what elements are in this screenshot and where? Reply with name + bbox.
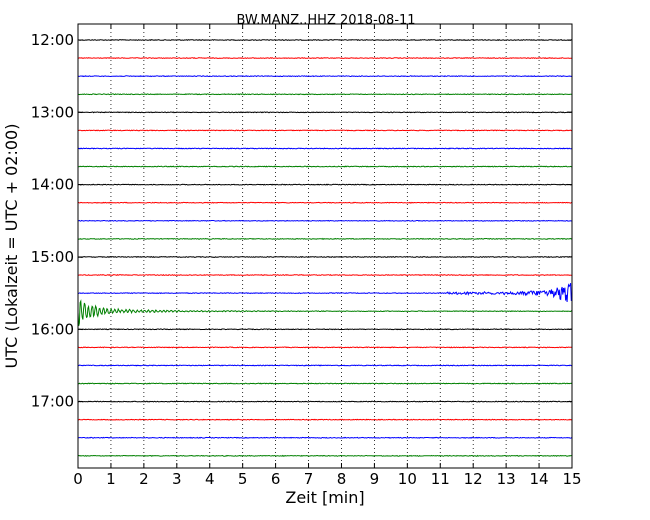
trace-line [77, 39, 572, 41]
y-tick-label: 16:00 [31, 320, 74, 338]
x-tick-label: 10 [398, 470, 417, 488]
trace-line [78, 400, 573, 403]
trace-line [77, 165, 572, 168]
y-tick-label: 13:00 [31, 103, 74, 121]
x-tick-label: 12 [464, 470, 483, 488]
chart-title: BW.MANZ..HHZ 2018-08-11 [236, 13, 415, 28]
x-tick-label: 14 [530, 470, 549, 488]
trace-line [77, 255, 573, 259]
trace-line [77, 111, 573, 114]
trace-line [77, 364, 573, 367]
x-tick-label: 1 [106, 470, 116, 488]
trace-line [77, 201, 573, 204]
x-axis-label: Zeit [min] [285, 488, 364, 507]
y-tick-label: 12:00 [31, 31, 74, 49]
x-tick-label: 0 [73, 470, 83, 488]
y-tick-label: 17:00 [31, 393, 74, 411]
trace-line [77, 299, 573, 327]
trace-line [78, 382, 573, 385]
x-tick-label: 2 [139, 470, 149, 488]
y-axis: 12:00 13:00 14:00 15:00 16:00 17:00 [31, 31, 572, 411]
trace-line [77, 282, 573, 303]
trace-line [77, 418, 573, 421]
y-tick-label: 15:00 [31, 248, 74, 266]
trace-line [77, 129, 573, 132]
trace-line [77, 436, 573, 439]
x-tick-label: 3 [172, 470, 182, 488]
x-tick-label: 7 [304, 470, 314, 488]
x-tick-label: 4 [205, 470, 215, 488]
y-tick-label: 14:00 [31, 176, 74, 194]
x-tick-label: 9 [370, 470, 380, 488]
x-axis: 0 1 2 3 4 5 6 7 8 9 10 11 12 13 14 15 [73, 24, 582, 488]
seismic-traces [77, 39, 573, 457]
trace-line [77, 93, 573, 96]
trace-line [77, 147, 573, 150]
x-tick-label: 11 [431, 470, 450, 488]
x-tick-label: 6 [271, 470, 281, 488]
trace-line [77, 237, 573, 240]
plot-area-frame [77, 23, 573, 469]
trace-line [77, 328, 573, 331]
trace-line [77, 219, 573, 222]
x-tick-label: 13 [497, 470, 516, 488]
trace-line [77, 274, 573, 277]
x-tick-label: 8 [337, 470, 347, 488]
trace-line [77, 454, 573, 457]
trace-line [77, 75, 573, 78]
trace-line [78, 57, 573, 60]
x-tick-label: 15 [562, 470, 581, 488]
y-axis-label: UTC (Lokalzeit = UTC + 02:00) [2, 124, 21, 369]
trace-line [77, 346, 573, 349]
trace-line [77, 183, 573, 186]
x-tick-label: 5 [238, 470, 248, 488]
